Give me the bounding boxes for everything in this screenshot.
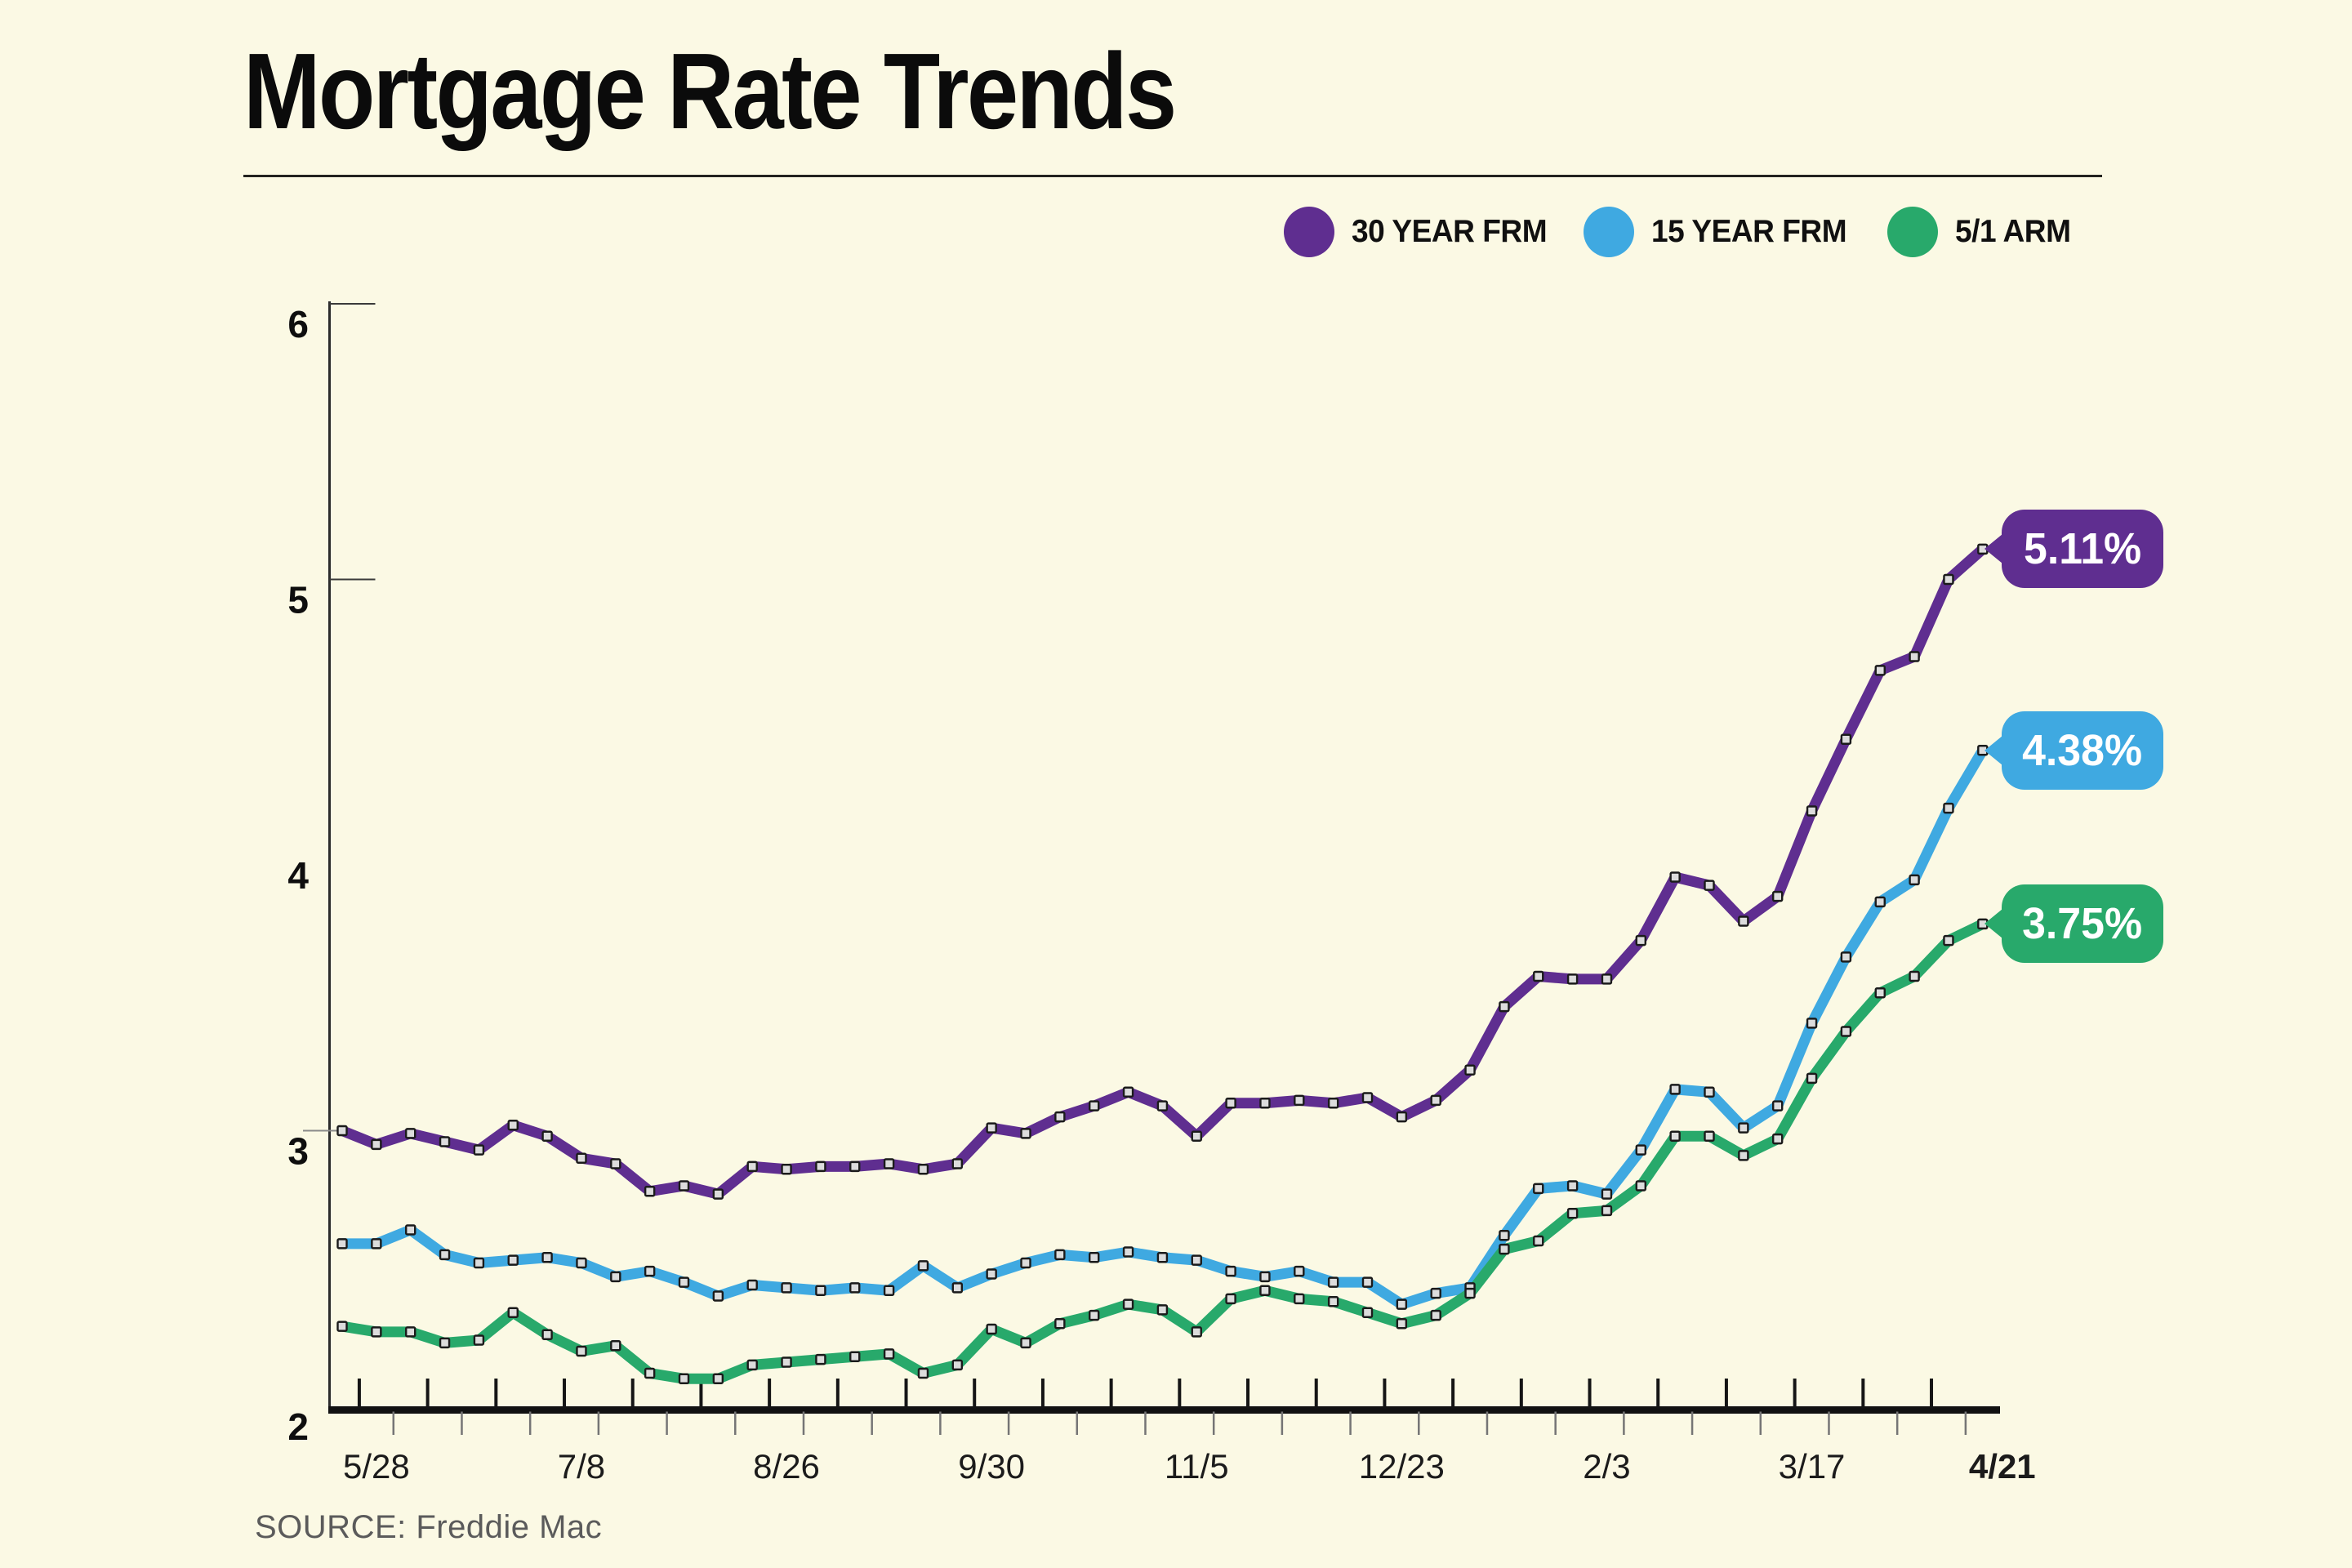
svg-text:3: 3 bbox=[287, 1130, 309, 1173]
end-value-badge-15-year-frm: 4.38% bbox=[1984, 710, 2163, 790]
source-note: SOURCE: Freddie Mac bbox=[255, 1509, 603, 1545]
svg-text:4: 4 bbox=[287, 854, 309, 897]
badge-value: 5.11% bbox=[2023, 524, 2142, 574]
badge-value: 3.75% bbox=[2022, 899, 2143, 949]
svg-text:12/23: 12/23 bbox=[1359, 1447, 1445, 1486]
end-value-badge-30-year-frm: 5.11% bbox=[1984, 510, 2163, 589]
svg-text:6: 6 bbox=[287, 303, 309, 345]
badge-tail-icon bbox=[1984, 735, 2002, 765]
svg-text:5/28: 5/28 bbox=[343, 1447, 410, 1486]
legend-label: 30 YEAR FRM bbox=[1352, 214, 1548, 249]
title-divider bbox=[243, 175, 2102, 177]
legend-item-15-year-frm: 15 YEAR FRM bbox=[1584, 206, 1857, 258]
svg-text:4/21: 4/21 bbox=[1969, 1447, 2036, 1486]
badge-value: 4.38% bbox=[2022, 725, 2143, 775]
svg-text:8/26: 8/26 bbox=[753, 1447, 820, 1486]
end-value-badge-5-1-arm: 3.75% bbox=[1984, 884, 2163, 964]
svg-text:9/30: 9/30 bbox=[958, 1447, 1025, 1486]
legend-dot-5-1-arm-icon bbox=[1887, 207, 1938, 257]
legend-label: 5/1 ARM bbox=[1955, 214, 2071, 249]
legend-dot-30-year-frm-icon bbox=[1284, 207, 1334, 257]
svg-text:11/5: 11/5 bbox=[1165, 1447, 1229, 1486]
legend-label: 15 YEAR FRM bbox=[1651, 214, 1847, 249]
legend-dot-15-year-frm-icon bbox=[1584, 207, 1634, 257]
svg-text:7/8: 7/8 bbox=[558, 1447, 605, 1486]
svg-text:5: 5 bbox=[287, 579, 309, 621]
badge-tail-icon bbox=[1984, 534, 2002, 564]
svg-text:2: 2 bbox=[287, 1405, 309, 1448]
legend-item-5-1-arm: 5/1 ARM bbox=[1887, 206, 2077, 258]
badge-tail-icon bbox=[1984, 909, 2002, 939]
svg-text:2/3: 2/3 bbox=[1583, 1447, 1630, 1486]
legend-item-30-year-frm: 30 YEAR FRM bbox=[1284, 206, 1557, 258]
svg-text:3/17: 3/17 bbox=[1779, 1447, 1846, 1486]
page-title: Mortgage Rate Trends bbox=[243, 31, 1177, 151]
